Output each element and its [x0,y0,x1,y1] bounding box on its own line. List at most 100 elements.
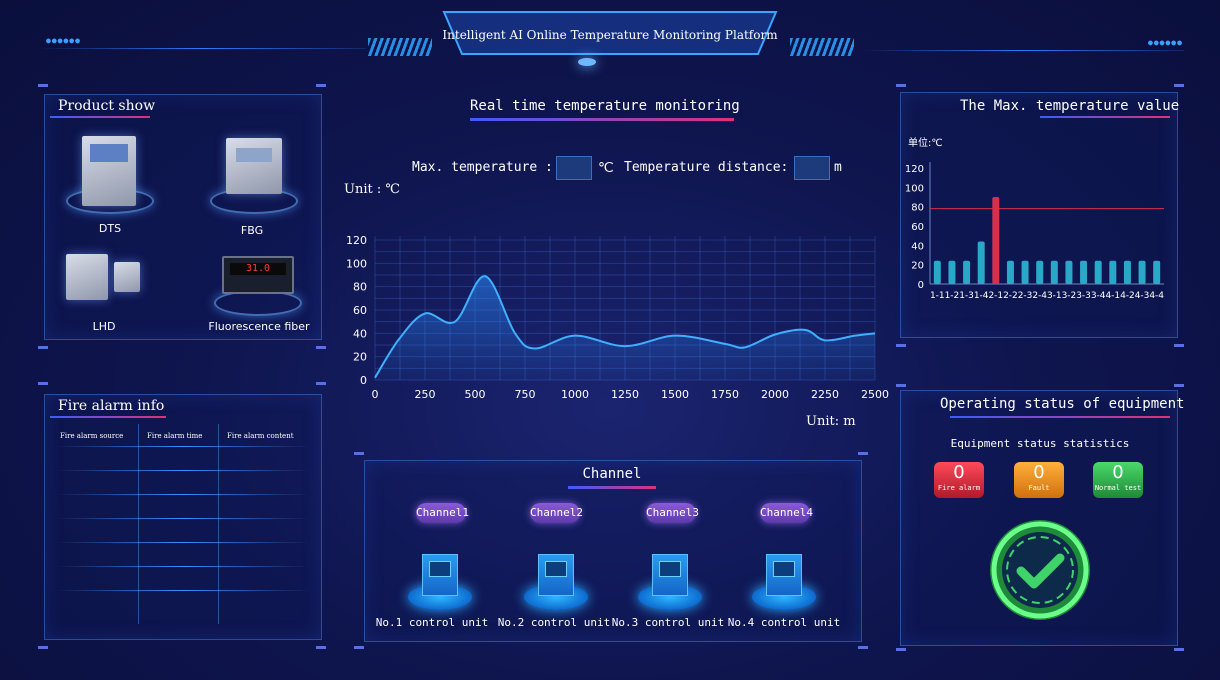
control-unit-2-label: No.2 control unit [497,616,611,629]
bar [1036,260,1044,284]
distance-label: Temperature distance: [624,160,789,175]
header-stripes-right [790,38,854,56]
product-label-fbg: FBG [240,224,264,237]
x-tick-label: 4-1 [1105,291,1120,301]
fluorescence-device-image[interactable]: 31.0 [222,256,294,294]
x-tick-label: 1-4 [974,291,989,301]
channel-2-tab[interactable]: Channel2 [530,503,583,523]
x-tick-label: 4-4 [1149,291,1164,301]
y-tick-label: 80 [353,281,367,294]
corner [896,344,906,347]
lhd-device-image-small [114,262,140,292]
control-unit-1-icon[interactable] [422,554,458,596]
bar [1006,260,1014,284]
y-tick-label: 0 [360,374,367,387]
x-tick-label: 3-1 [1047,291,1062,301]
series-line [374,275,876,379]
fire-alarm-title: Fire alarm info [58,398,165,414]
bar [948,260,956,284]
x-tick-label: 4-3 [1135,291,1150,301]
bar [963,260,971,284]
control-unit-4-label: No.4 control unit [727,616,841,629]
dts-device-image[interactable] [82,136,136,206]
channel-title: Channel [582,466,642,482]
bar [1080,260,1088,284]
y-tick-label: 20 [911,261,924,272]
temperature-line-chart[interactable]: 0 20 40 60 80 100 120 0 250 500 750 1000 1250 1500 175… [330,226,890,406]
corner [1174,384,1184,387]
status-subtitle: Equipment status statistics [950,437,1130,450]
fire-alarm-panel [44,394,322,640]
fault-count-badge[interactable]: 0 Fault [1014,462,1064,498]
max-temp-panel-title: The Max. temperature value [960,98,1180,114]
header-line-right [860,50,1184,51]
title-underline [950,416,1170,418]
max-temp-panel [900,92,1178,338]
max-temp-value-box [556,156,592,180]
control-unit-2-icon[interactable] [538,554,574,596]
bar [1109,260,1117,284]
channel-panel [364,460,862,642]
status-title: Operating status of equipment [940,396,1185,412]
title-underline [470,118,734,121]
x-tick-label: 2-2 [1003,291,1018,301]
x-tick-label: 3-3 [1076,291,1091,301]
fault-count: 0 [1033,462,1045,483]
header-dots-right: ●●●●●● [1148,38,1183,47]
fire-alarm-count-badge[interactable]: 0 Fire alarm [934,462,984,498]
x-tick-label: 750 [515,388,536,401]
y-tick-label: 60 [911,222,924,233]
x-tick-label: 1-2 [945,291,960,301]
corner [38,346,48,349]
y-tick-label: 100 [346,257,367,270]
x-tick-label: 4-2 [1120,291,1135,301]
x-tick-label: 2250 [811,388,839,401]
corner [316,84,326,87]
corner [1174,84,1184,87]
channel-4-tab[interactable]: Channel4 [760,503,813,523]
max-temp-label: Max. temperature : [412,160,553,175]
fbg-device-image[interactable] [226,138,282,194]
corner [38,84,48,87]
bar [1021,260,1029,284]
x-tick-label: 1000 [561,388,589,401]
corner [896,384,906,387]
max-temp-unit: ℃ [598,160,614,176]
fire-alarm-count-label: Fire alarm [937,484,981,492]
bar [977,241,985,284]
channel-3-tab[interactable]: Channel3 [646,503,699,523]
distance-value-box [794,156,830,180]
control-unit-1-label: No.1 control unit [375,616,489,629]
control-unit-3-icon[interactable] [652,554,688,596]
y-tick-label: 100 [905,183,924,194]
corner [858,646,868,649]
fire-alarm-count: 0 [953,462,965,483]
corner [316,346,326,349]
bar [1094,260,1102,284]
channel-1-tab[interactable]: Channel1 [416,503,469,523]
table-row [56,590,310,591]
column-header-time: Fire alarm time [147,432,203,440]
control-unit-4-icon[interactable] [766,554,802,596]
header-stripes-left [368,38,432,56]
device-screen [236,148,272,162]
product-show-title: Product show [58,98,156,114]
status-ok-check-icon [990,520,1090,620]
normal-test-count: 0 [1112,462,1124,483]
monitoring-title: Real time temperature monitoring [470,98,740,114]
table-row [56,494,310,495]
normal-test-count-badge[interactable]: 0 Normal test [1093,462,1143,498]
corner [38,646,48,649]
bar [1050,260,1058,284]
x-tick-label: 1-3 [959,291,974,301]
bar [1123,260,1131,284]
control-unit-3-label: No.3 control unit [611,616,725,629]
title-underline [50,416,166,418]
device-screen [773,561,795,577]
y-tick-label: 40 [353,327,367,340]
y-tick-label: 40 [911,241,924,252]
lhd-device-image[interactable] [66,254,108,300]
corner [896,648,906,651]
corner [354,646,364,649]
